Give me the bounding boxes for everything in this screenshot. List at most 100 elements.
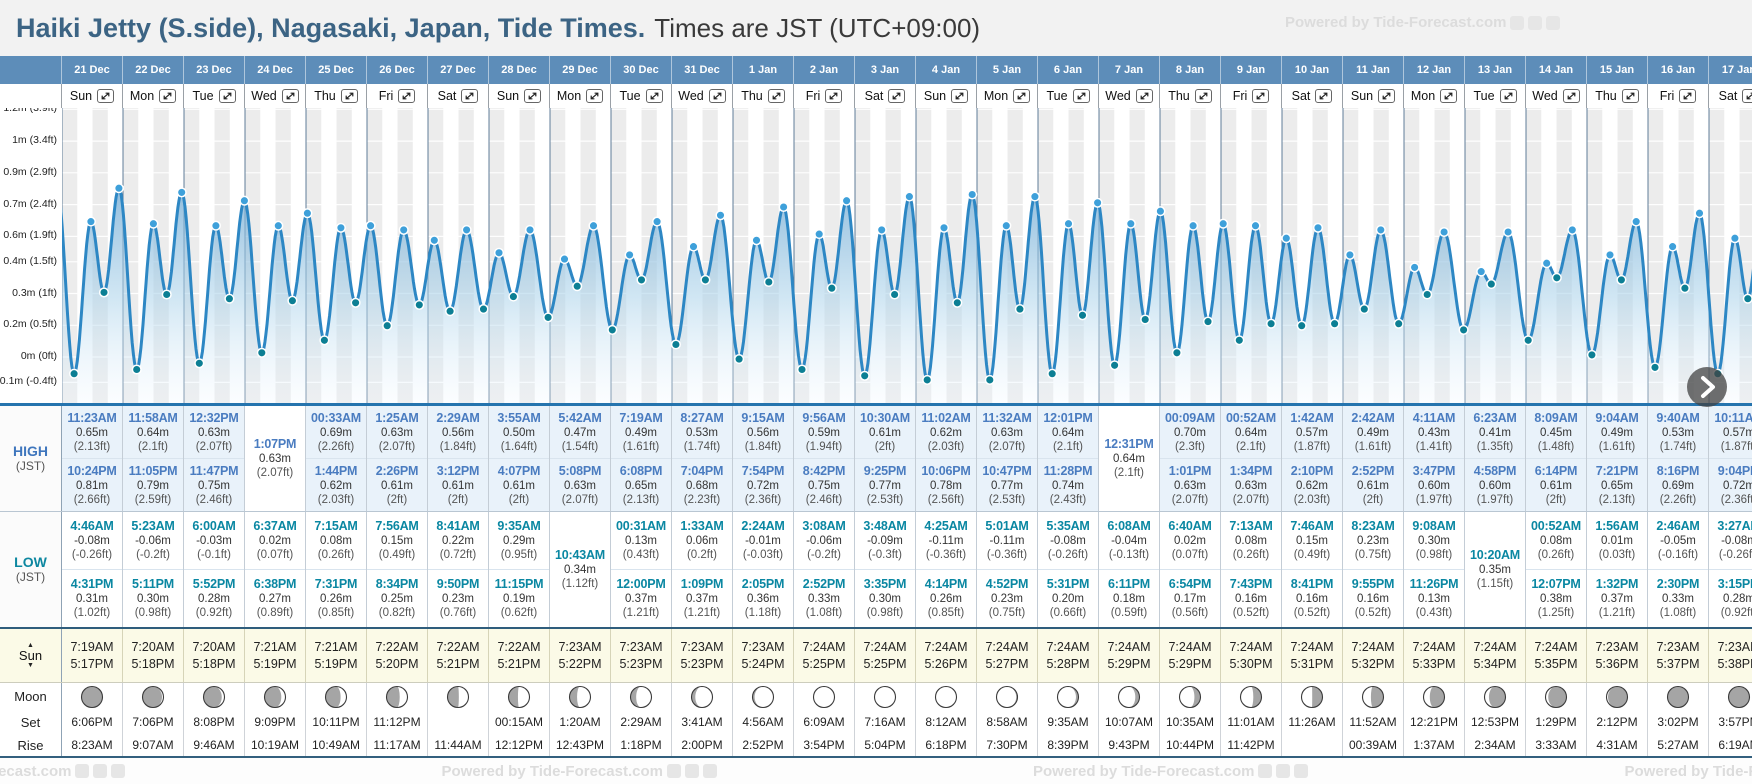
- tide-time: 1:32PM: [1596, 577, 1639, 592]
- watermark-icon: [1294, 764, 1308, 778]
- watermark-icon: [93, 764, 107, 778]
- tide-height-m: 0.64m: [1235, 426, 1267, 440]
- tide-height-ft: (-0.36ft): [987, 548, 1027, 562]
- weekday-label: Sat: [1719, 89, 1738, 103]
- tide-time: 4:58PM: [1474, 464, 1517, 479]
- tide-height-ft: (2.07ft): [1233, 493, 1269, 507]
- tide-time: 11:15PM: [495, 577, 544, 592]
- tide-height-ft: (1.48ft): [1538, 440, 1574, 454]
- day-expand-button[interactable]: [1136, 89, 1153, 103]
- day-expand-button[interactable]: [1500, 89, 1517, 103]
- day-expand-button[interactable]: [888, 89, 905, 103]
- day-expand-button[interactable]: [586, 89, 603, 103]
- moonrise-cell: 12:12PM: [489, 734, 550, 756]
- day-expand-button[interactable]: [461, 89, 478, 103]
- y-axis-tick: 1m (3.4ft): [12, 134, 57, 146]
- day-expand-button[interactable]: [1563, 89, 1580, 103]
- day-expand-button[interactable]: [1013, 89, 1030, 103]
- day-expand-button[interactable]: [825, 89, 842, 103]
- moonrise-time: 11:17AM: [373, 738, 420, 752]
- weekday-cell: Wed: [1526, 84, 1587, 108]
- tide-height-ft: (2.26ft): [318, 440, 354, 454]
- day-expand-button[interactable]: [646, 89, 663, 103]
- low-tide-point: [1617, 276, 1626, 285]
- day-expand-button[interactable]: [1315, 89, 1332, 103]
- date-cell: 13 Jan: [1465, 56, 1526, 84]
- weekday-label: Fri: [1660, 89, 1675, 103]
- tide-height-m: -0.08m: [74, 534, 110, 548]
- tide-height-m: 0.28m: [198, 592, 230, 606]
- tide-time: 10:47PM: [982, 464, 1031, 479]
- sunset-time: 5:29PM: [1107, 657, 1150, 671]
- day-expand-button[interactable]: [1679, 89, 1696, 103]
- moonrise-time: 10:19AM: [251, 738, 299, 752]
- moon-cell: [733, 683, 794, 710]
- tide-height-ft: (1.41ft): [1416, 440, 1452, 454]
- tide-height-m: 0.30m: [869, 592, 901, 606]
- day-expand-button[interactable]: [524, 89, 541, 103]
- tide-height-m: 0.63m: [991, 426, 1023, 440]
- day-expand-button[interactable]: [398, 89, 415, 103]
- moonset-cell: 11:12PM: [367, 710, 428, 734]
- moonset-time: 11:01AM: [1227, 715, 1274, 729]
- tide-time: 6:40AM: [1168, 519, 1211, 534]
- day-expand-button[interactable]: [282, 89, 299, 103]
- day-expand-button[interactable]: [159, 89, 176, 103]
- expand-icon: [951, 89, 968, 103]
- day-expand-button[interactable]: [1622, 89, 1639, 103]
- weekday-cell: Wed: [1099, 84, 1160, 108]
- day-expand-button[interactable]: [97, 89, 114, 103]
- tide-height-m: 0.30m: [1418, 534, 1450, 548]
- tide-height-m: 0.77m: [991, 479, 1023, 493]
- high-tide-point: [1251, 221, 1260, 230]
- tide-height-ft: (2.59ft): [135, 493, 171, 507]
- tide-height-m: 0.18m: [1113, 592, 1145, 606]
- tide-height-ft: (2.3ft): [1175, 440, 1205, 454]
- high-tide-point: [653, 217, 662, 226]
- day-expand-button[interactable]: [768, 89, 785, 103]
- low-label: LOW: [14, 554, 47, 570]
- day-expand-button[interactable]: [1378, 89, 1395, 103]
- tide-height-ft: (1.74ft): [1660, 440, 1696, 454]
- low-tide-point: [986, 376, 995, 385]
- tide-height-m: -0.06m: [135, 534, 171, 548]
- high-tide-point: [1377, 226, 1386, 235]
- day-expand-button[interactable]: [1252, 89, 1269, 103]
- day-expand-button[interactable]: [341, 89, 358, 103]
- next-page-button[interactable]: [1686, 366, 1728, 408]
- sunrise-time: 7:23AM: [1717, 640, 1752, 654]
- low-tide-point: [1588, 351, 1597, 360]
- tide-height-m: 0.16m: [1357, 592, 1389, 606]
- tide-time: 7:19AM: [619, 411, 662, 426]
- expand-icon: [1136, 89, 1153, 103]
- day-expand-button[interactable]: [709, 89, 726, 103]
- tide-height-m: 0.65m: [1601, 479, 1633, 493]
- day-expand-button[interactable]: [219, 89, 236, 103]
- tide-height-ft: (0.26ft): [1233, 548, 1269, 562]
- day-expand-button[interactable]: [951, 89, 968, 103]
- sunrise-time: 7:23AM: [741, 640, 784, 654]
- tide-height-ft: (0.59ft): [1111, 606, 1147, 620]
- day-expand-button[interactable]: [1073, 89, 1090, 103]
- day-expand-button[interactable]: [1440, 89, 1457, 103]
- tide-height-m: -0.04m: [1111, 534, 1147, 548]
- day-expand-button[interactable]: [1195, 89, 1212, 103]
- tide-height-ft: (1.08ft): [1660, 606, 1696, 620]
- y-axis-tick: -0.1m (-0.4ft): [0, 375, 57, 387]
- day-expand-button[interactable]: [1742, 89, 1752, 103]
- watermark-text: Powered by Tide-Forecast.com: [1033, 763, 1254, 780]
- tide-height-ft: (0.85ft): [928, 606, 964, 620]
- low-tide-point: [765, 278, 774, 287]
- moonrise-time: 5:04PM: [864, 738, 905, 752]
